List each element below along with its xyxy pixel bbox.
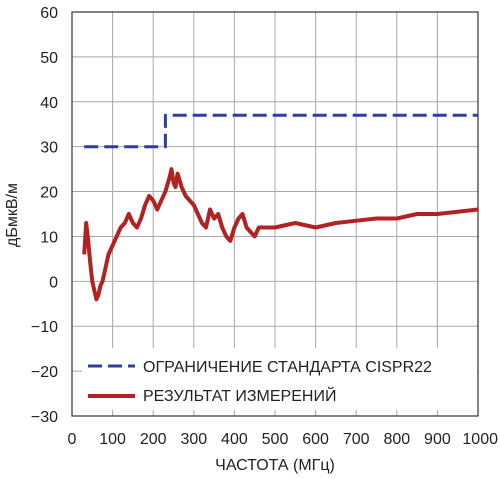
y-axis-title: дБмкВ/м [4,183,21,247]
x-tick-label: 400 [221,431,248,448]
x-tick-label: 700 [343,431,370,448]
x-tick-labels: 0 100 200 300 400 500 600 700 800 900 1000 [68,431,499,448]
x-tick-label: 500 [262,431,289,448]
series-measurement-line [82,167,479,302]
y-tick-label: −10 [31,319,58,336]
series-limit-line [84,113,478,149]
plot-frame [71,11,479,417]
y-tick-label: 10 [40,229,58,246]
legend-label-limit: ОГРАНИЧЕНИЕ СТАНДАРТА CISPR22 [143,359,432,376]
y-tick-label: 20 [40,185,58,202]
x-axis-title: ЧАСТОТА (МГц) [215,457,335,474]
y-tick-label: 40 [40,95,58,112]
legend-background [82,348,477,410]
x-tick-label: 800 [383,431,410,448]
series-layer [82,113,479,302]
legend-label-measurement: РЕЗУЛЬТАТ ИЗМЕРЕНИЙ [143,386,336,405]
y-tick-label: 60 [40,5,58,22]
x-tick-label: 0 [68,431,77,448]
x-tick-label: 200 [140,431,167,448]
legend: ОГРАНИЧЕНИЕ СТАНДАРТА CISPR22 РЕЗУЛЬТАТ … [82,348,477,410]
y-tick-labels: 60 50 40 30 20 10 0 −10 −20 −30 [31,5,58,426]
y-tick-label: 0 [49,274,58,291]
y-tick-label: −30 [31,409,58,426]
plot-border [71,11,479,417]
y-tick-label: −20 [31,364,58,381]
x-tick-label: 600 [302,431,329,448]
x-tick-label: 300 [180,431,207,448]
y-tick-label: 50 [40,50,58,67]
x-tick-label: 900 [424,431,451,448]
y-tick-label: 30 [40,140,58,157]
x-tick-label: 1000 [462,431,498,448]
x-tick-label: 100 [99,431,126,448]
